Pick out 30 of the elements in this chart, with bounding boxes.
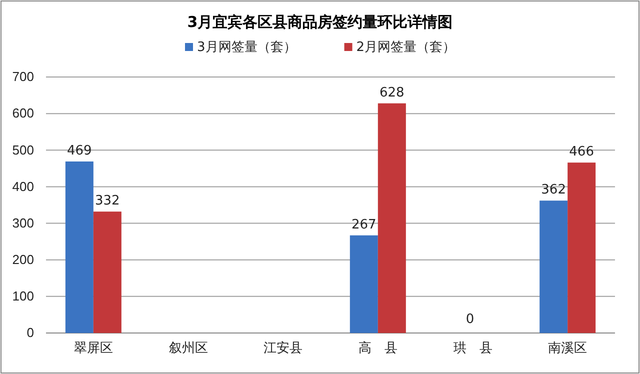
y-tick-label: 500 <box>12 142 34 158</box>
bar <box>350 235 378 333</box>
y-tick-label: 100 <box>12 288 34 304</box>
y-tick-label: 300 <box>12 215 34 230</box>
bar <box>65 161 94 333</box>
legend-label: 3月网签量（套） <box>197 40 296 55</box>
data-label: 466 <box>569 144 594 160</box>
annotation: 0 <box>466 312 474 327</box>
chart-title: 3月宜宾各区县商品房签约量环比详情图 <box>187 13 453 31</box>
x-tick-label: 叙州区 <box>168 340 208 356</box>
legend-label: 2月网签量（套） <box>356 40 456 55</box>
data-label: 628 <box>380 85 404 100</box>
data-label: 332 <box>95 194 120 209</box>
y-tick-label: 0 <box>26 325 34 340</box>
x-tick-label: 高 县 <box>358 340 398 356</box>
y-tick-label: 400 <box>12 178 34 194</box>
y-tick-label: 200 <box>12 252 34 268</box>
x-tick-label: 翠屏区 <box>74 340 113 356</box>
y-tick-label: 600 <box>12 106 34 121</box>
bar <box>93 212 122 333</box>
data-label: 469 <box>67 143 92 158</box>
x-tick-label: 珙 县 <box>453 340 492 356</box>
bar <box>540 200 568 333</box>
bar <box>568 162 596 333</box>
data-label: 362 <box>541 182 566 198</box>
y-tick-label: 700 <box>12 69 34 84</box>
bar <box>378 103 406 333</box>
x-tick-label: 江安县 <box>264 340 303 356</box>
data-label: 267 <box>352 217 376 232</box>
x-tick-label: 南溪区 <box>548 340 588 356</box>
